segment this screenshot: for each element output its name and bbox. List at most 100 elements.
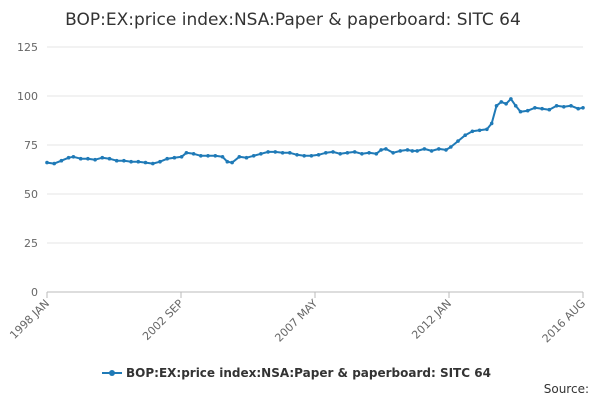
x-tick-label: 2016 AUG <box>540 297 589 346</box>
y-tick-label: 25 <box>24 237 38 250</box>
data-point <box>165 156 169 161</box>
data-point <box>273 150 278 154</box>
data-point <box>266 150 270 154</box>
data-point <box>562 105 566 109</box>
data-point <box>504 102 508 106</box>
data-point <box>288 151 292 155</box>
legend-label: BOP:EX:price index:NSA:Paper & paperboar… <box>126 366 491 380</box>
data-point <box>576 106 580 111</box>
data-point <box>259 152 263 156</box>
data-point <box>129 159 133 164</box>
data-point <box>345 151 350 155</box>
data-point <box>93 157 97 162</box>
data-point <box>391 151 395 155</box>
data-point <box>251 154 256 158</box>
data-point <box>52 161 56 166</box>
data-point <box>114 158 119 163</box>
data-point <box>405 148 410 152</box>
data-point <box>184 151 189 155</box>
data-point <box>449 145 453 149</box>
data-point <box>107 156 112 161</box>
data-point <box>485 127 489 132</box>
data-point <box>100 155 105 160</box>
data-point <box>302 154 307 158</box>
data-point <box>179 155 184 159</box>
data-point <box>415 149 420 153</box>
data-point <box>437 147 441 151</box>
y-tick-label: 125 <box>17 41 38 54</box>
legend[interactable]: BOP:EX:price index:NSA:Paper & paperboar… <box>102 366 491 380</box>
data-point <box>237 155 242 159</box>
data-point <box>494 104 499 108</box>
data-point <box>360 152 364 156</box>
data-point <box>470 129 475 134</box>
data-point <box>374 152 379 156</box>
data-point <box>206 154 210 158</box>
data-point <box>280 151 285 155</box>
data-point <box>547 107 552 112</box>
series-line <box>46 97 584 165</box>
data-point <box>525 108 530 113</box>
y-tick-label: 75 <box>24 139 38 152</box>
data-point <box>59 158 64 163</box>
data-point <box>316 153 321 157</box>
data-point <box>352 150 357 154</box>
chart-title: BOP:EX:price index:NSA:Paper & paperboar… <box>65 10 521 30</box>
data-point <box>199 154 203 158</box>
data-point <box>429 149 434 153</box>
data-point <box>569 104 573 108</box>
data-point <box>213 154 218 158</box>
data-point <box>554 104 559 108</box>
data-point <box>444 148 448 152</box>
data-point <box>509 97 513 101</box>
data-point <box>499 100 504 104</box>
x-axis: 1998 JAN 2002 SEP 2007 MAY 2012 JAN 2016 AUG <box>7 292 588 345</box>
data-point <box>244 155 249 160</box>
y-gridlines <box>47 46 583 293</box>
data-point <box>309 154 314 158</box>
x-tick-label: 2007 MAY <box>272 297 320 345</box>
series-layer <box>45 97 585 166</box>
data-point <box>151 161 155 166</box>
data-point <box>324 151 328 155</box>
x-tick-label: 2012 JAN <box>409 297 454 342</box>
data-point <box>513 104 518 108</box>
data-point <box>71 155 76 159</box>
y-tick-label: 50 <box>24 188 38 201</box>
data-point <box>158 159 162 164</box>
data-point <box>533 106 537 110</box>
data-point <box>540 106 544 111</box>
data-point <box>463 133 468 137</box>
data-point <box>172 155 177 160</box>
data-point <box>66 155 71 160</box>
data-point <box>367 151 371 155</box>
data-point <box>191 152 196 156</box>
data-point <box>86 156 90 161</box>
data-point <box>295 153 299 157</box>
data-point <box>477 128 482 133</box>
data-point <box>410 149 415 153</box>
data-point <box>220 155 225 159</box>
y-tick-label: 0 <box>31 286 38 299</box>
data-point <box>45 160 49 165</box>
data-point <box>384 147 388 151</box>
x-tick-label: 2002 SEP <box>140 297 186 343</box>
y-tick-label: 100 <box>17 90 38 103</box>
data-point <box>225 159 230 164</box>
y-axis-tick-labels: 0 25 50 75 100 125 <box>17 41 38 299</box>
data-point <box>136 159 141 164</box>
data-point <box>489 121 494 126</box>
data-point <box>122 158 126 163</box>
x-tick-label: 1998 JAN <box>7 297 52 342</box>
data-point <box>398 149 403 153</box>
data-point <box>379 148 383 152</box>
data-point <box>78 156 83 161</box>
data-point <box>581 106 585 110</box>
data-point <box>338 152 343 156</box>
legend-marker <box>109 370 115 376</box>
source-label: Source: <box>544 382 589 396</box>
data-point <box>518 109 523 114</box>
data-point <box>456 139 460 143</box>
data-point <box>143 160 148 165</box>
